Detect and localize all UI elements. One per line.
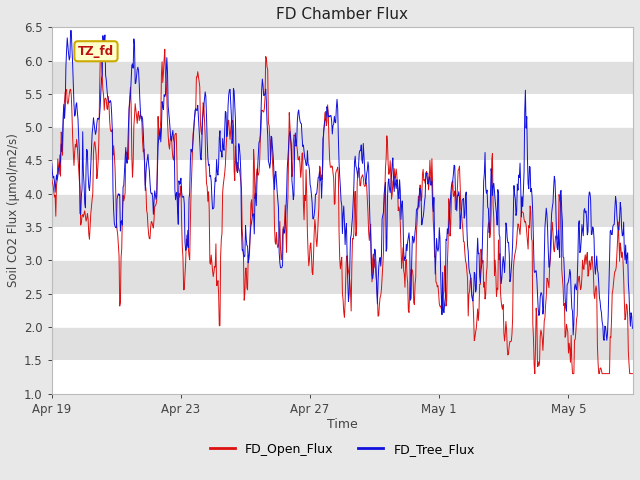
Bar — [52, 194, 633, 227]
X-axis label: Time: Time — [327, 419, 358, 432]
Bar — [52, 327, 633, 360]
Bar — [52, 127, 633, 160]
Bar — [52, 27, 633, 60]
Bar — [52, 294, 633, 327]
Bar — [52, 360, 633, 394]
Y-axis label: Soil CO2 Flux (μmol/m2/s): Soil CO2 Flux (μmol/m2/s) — [7, 133, 20, 288]
Legend: FD_Open_Flux, FD_Tree_Flux: FD_Open_Flux, FD_Tree_Flux — [205, 438, 480, 461]
Bar — [52, 160, 633, 194]
Text: TZ_fd: TZ_fd — [78, 45, 114, 58]
Title: FD Chamber Flux: FD Chamber Flux — [276, 7, 408, 22]
Bar — [52, 227, 633, 260]
Bar — [52, 60, 633, 94]
Bar — [52, 94, 633, 127]
Bar — [52, 260, 633, 294]
